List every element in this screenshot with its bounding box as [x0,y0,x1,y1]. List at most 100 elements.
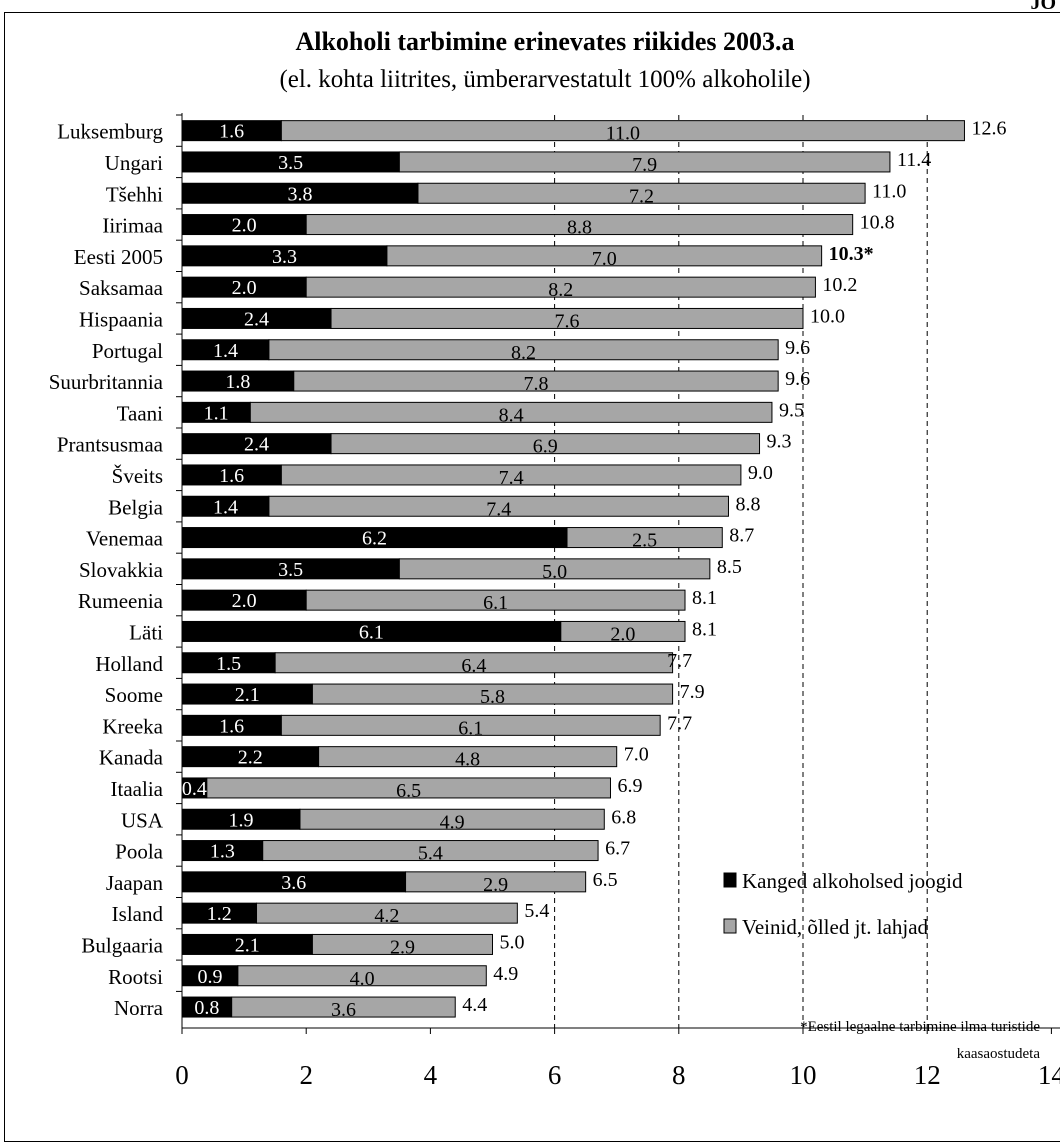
bar-segment-light [280,714,661,736]
bar-segment-light [311,683,674,705]
bar-segment-light [398,151,891,173]
data-label-strong: 1.8 [225,371,250,393]
data-label-light: 4.9 [440,811,465,833]
data-label-strong: 0.4 [182,778,207,800]
x-tick-label: 4 [424,1060,438,1090]
category-label: Kreeka [102,714,163,738]
data-label-light: 2.9 [483,874,508,896]
category-label: Portugal [92,339,163,363]
data-label-strong: 1.2 [207,903,232,925]
bar-segment-light [231,996,456,1018]
category-label: Soome [105,683,163,707]
total-label: 10.8 [860,212,895,234]
data-label-light: 2.9 [390,936,415,958]
data-label-light: 7.6 [555,310,580,332]
chart-title: Alkoholi tarbimine erinevates riikides 2… [295,27,795,56]
bar-segment-light [417,182,866,204]
data-label-light: 6.4 [461,655,486,677]
category-label: Venemaa [86,527,164,551]
total-label: 9.3 [767,431,792,453]
data-label-strong: 3.5 [278,152,303,174]
x-tick-label: 2 [299,1060,313,1090]
legend-swatch [723,872,737,888]
data-label-light: 2.5 [632,530,657,552]
data-label-strong: 2.0 [232,215,257,237]
bar-segment-light [305,276,816,298]
data-label-strong: 1.5 [216,653,241,675]
data-label-strong: 1.9 [228,809,253,831]
total-label: 8.1 [692,618,717,640]
x-tick-label: 6 [548,1060,562,1090]
total-label: 5.4 [524,900,549,922]
data-label-light: 4.2 [374,905,399,927]
data-label-light: 7.4 [499,467,524,489]
category-label: Tšehhi [106,182,163,206]
x-tick-label: 14 [1038,1060,1060,1090]
data-label-light: 6.5 [396,780,421,802]
data-label-light: 11.0 [606,123,640,145]
category-label: Taani [117,401,164,425]
category-label: Island [112,902,164,926]
data-label-strong: 0.9 [197,966,222,988]
data-label-strong: 1.6 [219,465,244,487]
data-label-strong: 2.2 [238,747,263,769]
bar-segment-light [268,339,779,361]
category-label: Jaapan [106,871,164,895]
total-label: 6.5 [593,869,618,891]
total-label: 6.7 [605,838,630,860]
category-label: Läti [129,620,163,644]
total-label: 11.0 [872,180,906,202]
data-label-light: 8.2 [548,279,573,301]
total-label: 4.9 [493,963,518,985]
data-label-light: 5.0 [542,561,567,583]
footnote-line: *Eestil legaalne tarbimine ilma turistid… [800,1019,1040,1035]
bar-segment-light [560,620,686,642]
data-label-light: 7.8 [523,373,548,395]
data-label-strong: 2.0 [232,590,257,612]
total-label: 8.1 [692,587,717,609]
category-label: USA [121,808,164,832]
bar-segment-light [386,245,823,267]
x-tick-label: 12 [914,1060,941,1090]
bar-segment-light [566,527,723,549]
data-label-light: 7.4 [486,498,511,520]
data-label-light: 8.2 [511,342,536,364]
category-label: Poola [115,840,164,864]
total-label: 9.0 [748,462,773,484]
data-label-strong: 2.1 [235,934,260,956]
total-label: 12.6 [971,118,1006,140]
bar-segment-light [405,871,587,893]
data-label-light: 3.6 [331,999,356,1021]
data-label-strong: 1.4 [213,340,238,362]
category-label: Rumeenia [78,589,164,613]
data-label-strong: 3.3 [272,246,297,268]
bar-segment-light [305,589,686,611]
category-label: Slovakkia [79,558,164,582]
data-label-light: 7.9 [632,154,657,176]
category-label: Holland [95,652,163,676]
data-label-strong: 2.1 [235,684,260,706]
bar-segment-light [280,120,965,142]
data-label-strong: 2.4 [244,434,269,456]
category-label: Hispaania [79,307,164,331]
category-label: Itaalia [111,777,164,801]
bar-segment-light [262,840,599,862]
legend-swatch [723,918,737,934]
category-label: Ungari [105,151,163,175]
total-label: 9.5 [779,399,804,421]
data-label-strong: 1.3 [210,841,235,863]
data-label-light: 8.4 [499,404,524,426]
chart-subtitle: (el. kohta liitrites, ümberarvestatult 1… [279,66,811,93]
category-label: Iirimaa [102,214,163,238]
data-label-strong: 3.8 [287,183,312,205]
total-label: 8.7 [729,525,754,547]
category-label: Rootsi [108,965,163,989]
bar-segment-light [311,933,493,955]
total-label: 8.5 [717,556,742,578]
data-label-strong: 2.0 [232,277,257,299]
category-label: Šveits [112,464,163,488]
category-label: Kanada [99,746,164,770]
total-label: 9.6 [785,337,810,359]
legend-label: Veinid, õlled jt. lahjad [742,915,929,939]
